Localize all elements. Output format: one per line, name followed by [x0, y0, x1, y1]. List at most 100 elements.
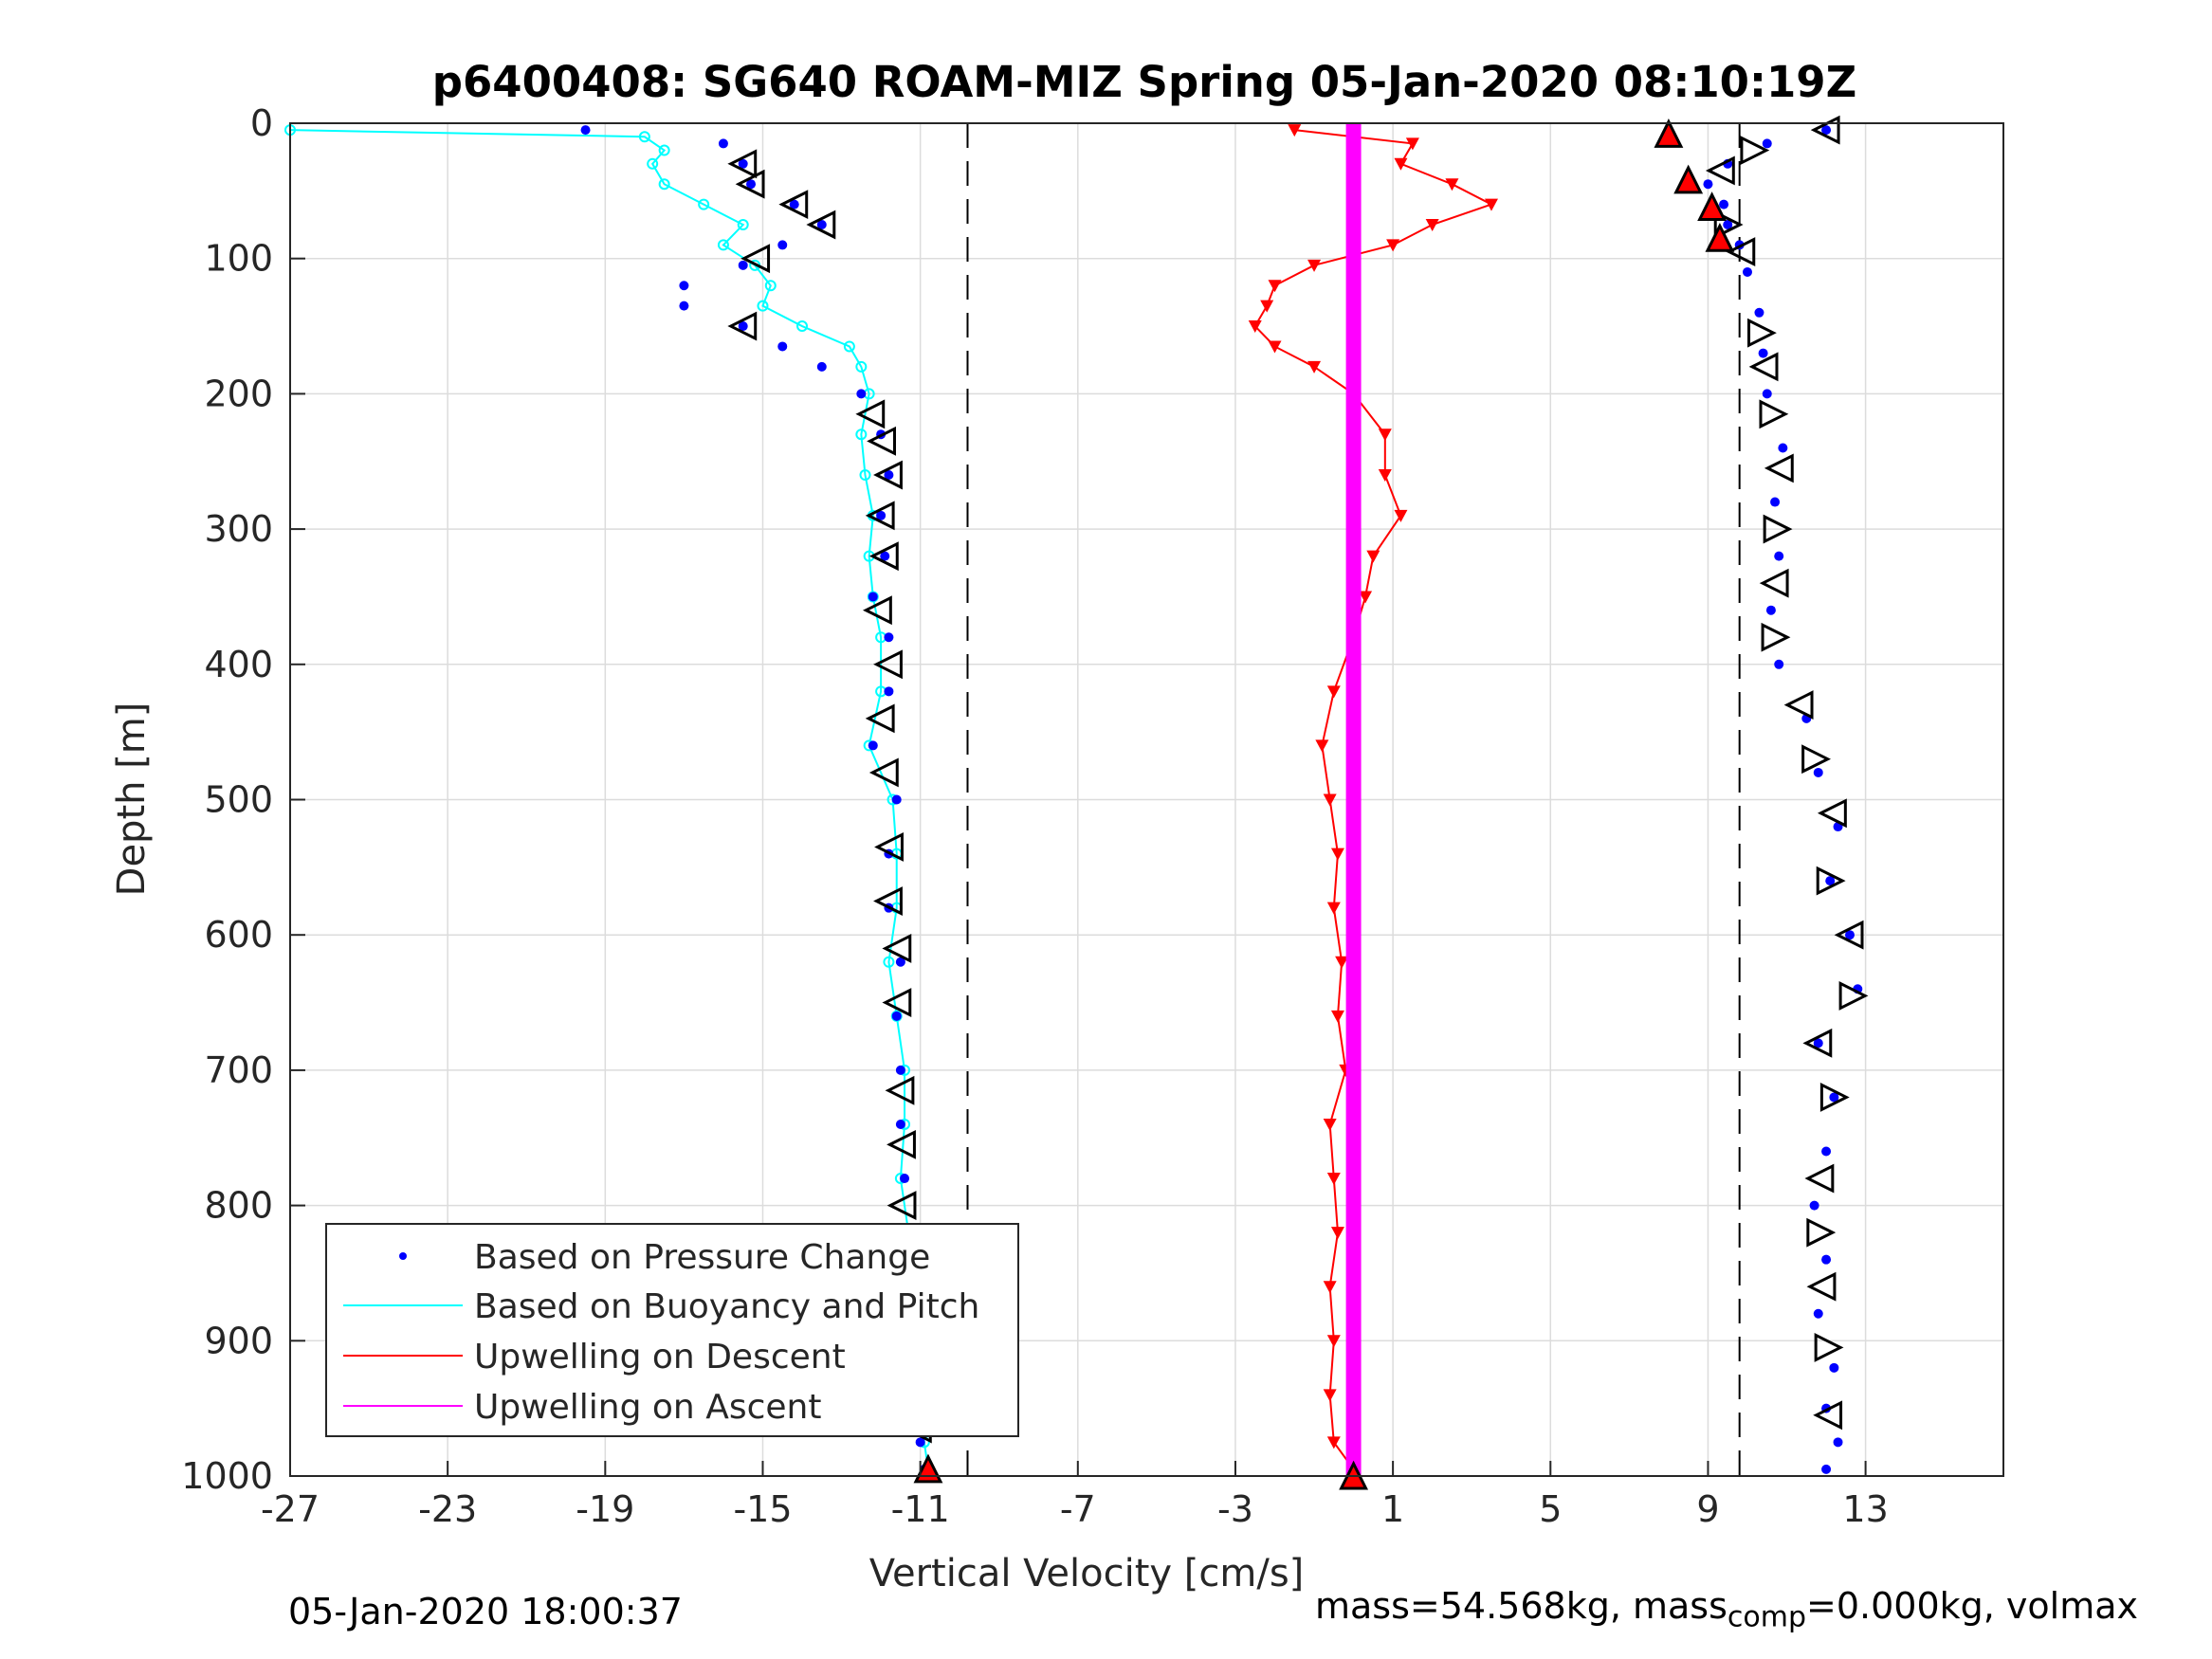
descent-triangle-marker	[868, 757, 899, 788]
pressure-point	[1821, 1254, 1832, 1265]
upwelling-descent-marker	[1378, 469, 1392, 483]
buoyancy-point	[638, 131, 650, 143]
x-tick-label: -23	[418, 1488, 477, 1530]
ascent-triangle-marker	[1816, 866, 1846, 896]
pressure-point	[900, 1174, 910, 1184]
legend-label-ascent: Upwelling on Ascent	[474, 1388, 821, 1427]
ascent-triangle-marker	[1705, 155, 1735, 186]
x-tick-label: 1	[1381, 1488, 1404, 1530]
y-tick-label: 600	[204, 914, 273, 956]
pressure-point	[1770, 497, 1781, 507]
x-tick-label: -11	[891, 1488, 950, 1530]
buoyancy-point	[859, 469, 871, 482]
x-axis-label: Vertical Velocity [cm/s]	[869, 1552, 1305, 1595]
buoyancy-point	[883, 956, 895, 968]
descent-triangle-marker	[867, 426, 896, 456]
pressure-point	[1765, 605, 1776, 615]
upwelling-descent-marker	[1394, 157, 1408, 171]
ascent-triangle-marker	[1801, 744, 1831, 775]
legend-label-buoyancy: Based on Buoyancy and Pitch	[474, 1287, 979, 1326]
legend-label-pressure: Based on Pressure Change	[474, 1238, 930, 1277]
pressure-point	[1719, 199, 1729, 210]
buoyancy-point	[764, 280, 777, 292]
ascent-triangle-marker	[1764, 453, 1794, 483]
upwelling-descent-marker	[1315, 739, 1329, 753]
apogee-marker	[1697, 191, 1728, 221]
upwelling-descent-marker	[1323, 1281, 1337, 1294]
pressure-point	[884, 470, 894, 481]
ascent-triangle-marker	[1819, 1083, 1850, 1112]
upwelling-descent-marker	[1248, 320, 1262, 334]
pressure-point	[777, 240, 788, 250]
descent-triangle-marker	[887, 1191, 917, 1221]
pressure-point	[1762, 138, 1772, 149]
pressure-point	[891, 1011, 902, 1021]
descent-triangle-marker	[862, 595, 892, 626]
legend-box	[325, 1223, 1019, 1437]
y-tick-label: 500	[204, 779, 273, 821]
pressure-point	[1703, 179, 1713, 190]
upwelling-descent-marker	[1330, 1010, 1344, 1023]
buoyancy-point	[757, 300, 769, 312]
pressure-point	[1762, 389, 1772, 399]
x-tick-label: -27	[261, 1488, 320, 1530]
descent-triangle-marker	[865, 501, 895, 531]
upwelling-descent-marker	[1359, 591, 1373, 604]
footer-timestamp: 05-Jan-2020 18:00:37	[288, 1591, 683, 1632]
apogee-marker	[1654, 118, 1684, 148]
y-tick-label: 300	[204, 508, 273, 550]
upwelling-descent-marker	[1323, 793, 1337, 807]
legend-swatch-pressure	[399, 1252, 407, 1260]
descent-triangle-marker	[882, 988, 912, 1017]
ascent-triangle-marker	[1802, 1028, 1833, 1058]
pressure-point	[1829, 1362, 1839, 1373]
pressure-point	[1844, 930, 1855, 940]
ascent-triangle-marker	[1748, 352, 1779, 382]
legend-label-descent: Upwelling on Descent	[474, 1338, 846, 1376]
upwelling-descent-marker	[1484, 198, 1498, 211]
pressure-point	[915, 1437, 925, 1448]
upwelling-descent-marker	[1394, 509, 1408, 522]
footer-mass-info: mass=54.568kg, masscomp=0.000kg, volmax	[1315, 1585, 2138, 1634]
apogee-marker	[1705, 222, 1735, 252]
y-tick-label: 900	[204, 1320, 273, 1361]
descent-triangle-marker	[735, 169, 765, 199]
upwelling-descent-marker	[1326, 1335, 1341, 1348]
ascent-triangle-marker	[1726, 237, 1756, 266]
pressure-point	[1813, 767, 1823, 777]
x-tick-label: 5	[1539, 1488, 1562, 1530]
upwelling-descent-marker	[1445, 178, 1459, 191]
upwelling-descent-marker	[1326, 685, 1341, 699]
descent-triangle-marker	[882, 934, 912, 963]
ascent-triangle-marker	[1761, 622, 1791, 652]
pressure-point	[718, 138, 728, 149]
pressure-point	[746, 179, 757, 190]
buoyancy-point	[855, 360, 868, 373]
buoyancy-point	[658, 178, 670, 191]
mass-prefix: mass=54.568kg, mass	[1315, 1585, 1728, 1627]
legend: Based on Pressure Change Based on Buoyan…	[325, 1223, 1019, 1437]
upwelling-descent-marker	[1425, 219, 1439, 232]
mass-suffix: =0.000kg, volmax	[1806, 1585, 2139, 1627]
upwelling-descent-marker	[1335, 956, 1349, 969]
upwelling-descent-marker	[1326, 1173, 1341, 1186]
pressure-point	[1813, 1038, 1823, 1048]
upwelling-descent-marker	[1366, 550, 1380, 563]
ascent-triangle-marker	[1804, 1163, 1835, 1194]
pressure-point	[1774, 551, 1784, 561]
pressure-point	[895, 1119, 905, 1129]
mass-subscript: comp	[1727, 1600, 1807, 1634]
buoyancy-point	[717, 239, 729, 251]
pressure-point	[738, 321, 748, 332]
y-tick-label: 700	[204, 1049, 273, 1091]
upwelling-descent-line	[1253, 129, 1494, 1470]
buoyancy-point	[647, 157, 659, 170]
pressure-point	[868, 592, 878, 602]
pressure-point	[1758, 348, 1768, 358]
ascent-triangle-marker	[1759, 399, 1789, 429]
descent-triangle-marker	[727, 311, 758, 341]
x-tick-label: -3	[1217, 1488, 1253, 1530]
pressure-point	[580, 125, 591, 136]
x-tick-label: -19	[576, 1488, 634, 1530]
